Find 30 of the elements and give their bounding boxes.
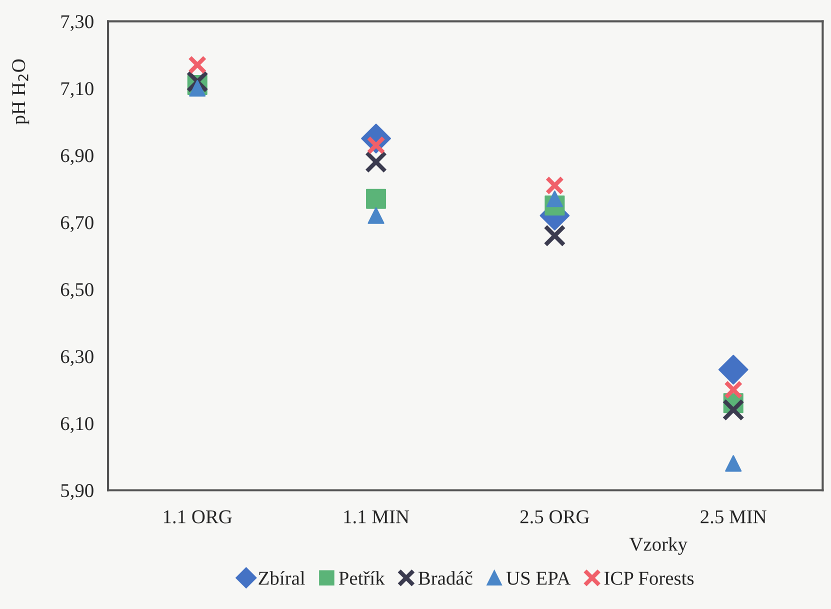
legend-label: ICP Forests (604, 572, 694, 585)
point (364, 150, 388, 174)
y-tick-label: 6,10 (60, 417, 94, 433)
y-tick-label: 7,30 (61, 15, 94, 32)
point (186, 70, 208, 93)
point (725, 455, 742, 472)
point (366, 188, 386, 209)
x-axis-title: Vzorky (629, 537, 688, 555)
legend-label: Bradáč (418, 571, 472, 585)
point (368, 207, 384, 224)
point (722, 398, 744, 421)
x-tick-label: 2.5 ORG (520, 510, 590, 524)
x-tick-label: 1.1 MIN (344, 510, 410, 524)
y-tick-label: 5,90 (61, 484, 94, 500)
y-axis-title: pH H$_{2}$O (12, 59, 30, 124)
y-tick-label: 7,10 (61, 82, 94, 98)
legend-label: Petřík (338, 571, 385, 585)
point (544, 224, 566, 247)
point (188, 55, 207, 74)
y-tick-label: 6,70 (60, 216, 94, 232)
legend-label: Zbíral (258, 571, 305, 585)
x-tick-label: 1.1 ORG (164, 510, 232, 524)
x-tick-label: 2.5 MIN (700, 510, 766, 524)
legend-label: US EPA (506, 572, 571, 585)
y-tick-label: 6,90 (60, 149, 94, 166)
y-tick-label: 6,30 (60, 350, 94, 366)
point (724, 380, 743, 400)
point (718, 354, 748, 385)
y-tick-label: 6,50 (60, 283, 94, 300)
point (545, 176, 564, 195)
